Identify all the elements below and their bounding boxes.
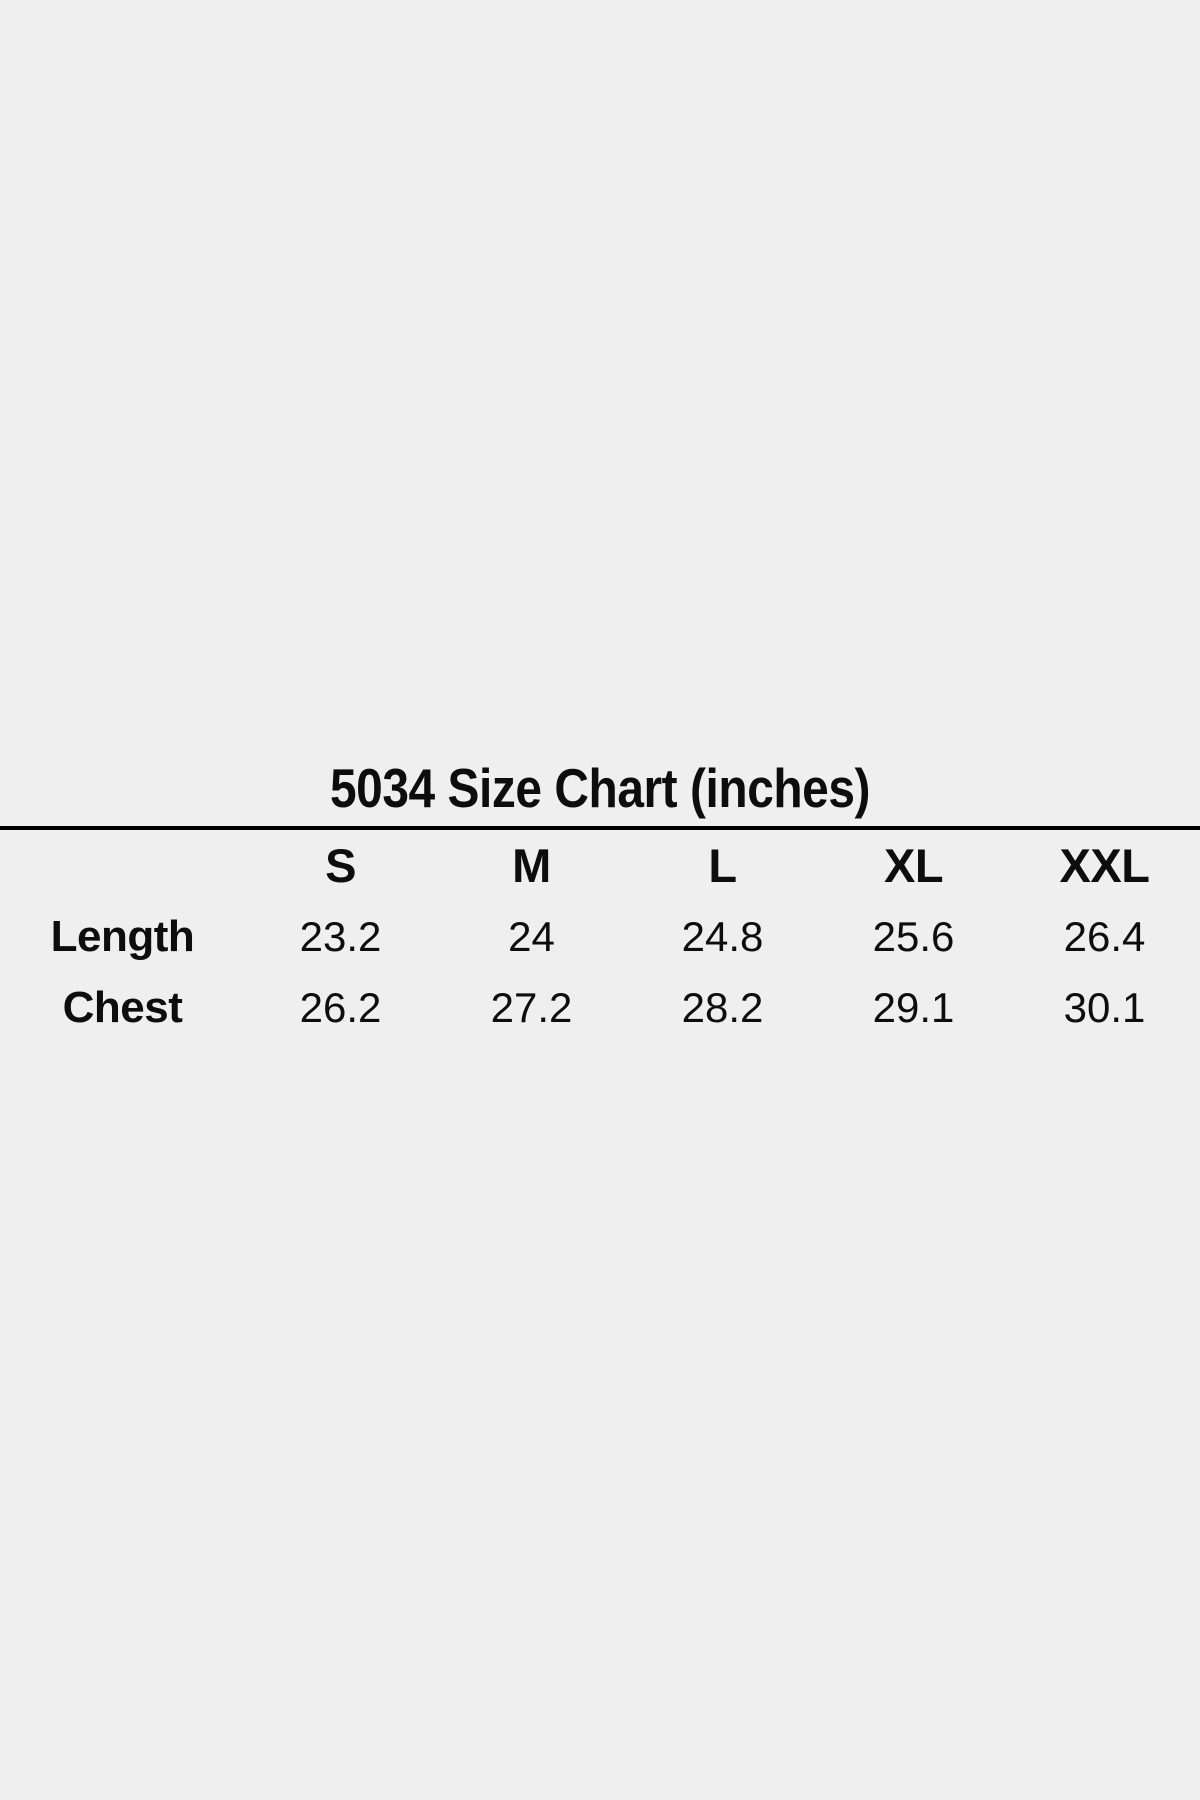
table-header-row: S M L XL XXL: [0, 830, 1200, 901]
title-divider: [0, 826, 1200, 830]
cell-chest-xxl: 30.1: [1063, 983, 1146, 1031]
cell-length-s: 23.2: [299, 912, 382, 960]
row-label-chest: Chest: [62, 982, 183, 1032]
size-chart: 5034 Size Chart (inches) S M L XL XXL Le…: [0, 760, 1200, 1043]
cell-chest-m: 27.2: [490, 983, 573, 1031]
cell-chest-l: 28.2: [681, 983, 764, 1031]
size-chart-title: 5034 Size Chart (inches): [329, 757, 871, 819]
cell-length-xxl: 26.4: [1063, 912, 1146, 960]
table-row-length: Length 23.2 24 24.8 25.6 26.4: [0, 901, 1200, 972]
size-table: S M L XL XXL Length 23.2 24 24.8 25.6 26…: [0, 830, 1200, 1043]
cell-length-l: 24.8: [681, 912, 764, 960]
cell-length-xl: 25.6: [872, 912, 955, 960]
column-header-s: S: [325, 839, 356, 892]
column-header-xxl: XXL: [1059, 839, 1150, 892]
row-label-length: Length: [50, 911, 195, 961]
column-header-l: L: [708, 839, 737, 892]
column-header-xl: XL: [883, 839, 944, 892]
corner-cell: [0, 830, 245, 901]
cell-chest-xl: 29.1: [872, 983, 955, 1031]
cell-length-m: 24: [508, 912, 555, 960]
cell-chest-s: 26.2: [299, 983, 382, 1031]
column-header-m: M: [512, 839, 551, 892]
table-row-chest: Chest 26.2 27.2 28.2 29.1 30.1: [0, 972, 1200, 1043]
